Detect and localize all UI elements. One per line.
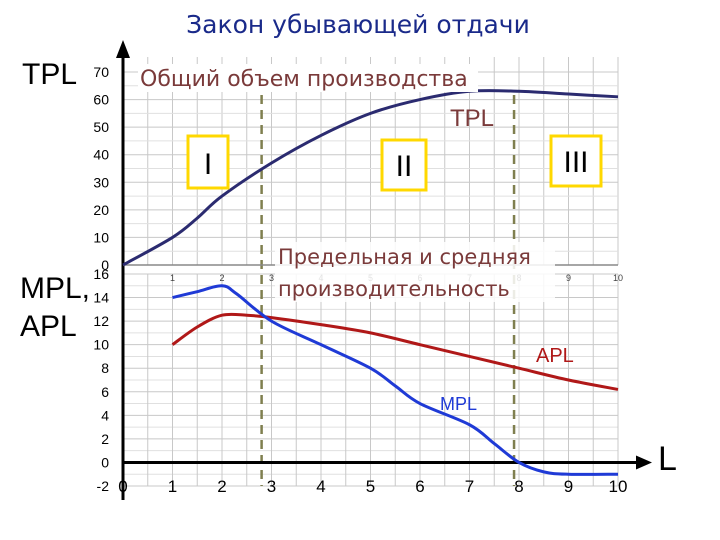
tp-y-tick-label: 30 xyxy=(93,174,109,190)
mpap-y-tick-label: 16 xyxy=(93,266,109,282)
tp-y-tick-label: 0 xyxy=(101,257,109,273)
ap-series-label: APL xyxy=(536,345,574,367)
mpap-x-tick-label: 3 xyxy=(267,477,276,496)
mpap-y-axis-label-line1: MPL, xyxy=(20,272,90,305)
stage-label-1: I xyxy=(204,148,212,181)
mpap-x-tick-label: 4 xyxy=(316,477,325,496)
stage-box-3 xyxy=(549,134,603,188)
tp-y-tick-label: 50 xyxy=(93,119,109,135)
ap-series-line xyxy=(171,312,619,391)
mpap-x-tick-label: 7 xyxy=(465,477,474,496)
tp-y-tick-label: 40 xyxy=(93,147,109,163)
mpap-x-tick-label: 2 xyxy=(217,477,226,496)
mpap-x-tick-label: 5 xyxy=(366,477,375,496)
stage-label-3: III xyxy=(563,146,588,179)
mpap-subtitle-line1: Предельная и средняя xyxy=(278,245,531,269)
mpap-y-tick-label: 4 xyxy=(101,407,109,423)
mpap-x-tick-label: 1 xyxy=(168,477,177,496)
mpap-y-tick-label: -2 xyxy=(97,478,110,494)
mpap-y-tick-label: 10 xyxy=(93,337,109,353)
mpap-y-tick-label: 12 xyxy=(93,313,109,329)
tp-series-label: TPL xyxy=(450,105,494,132)
tp-y-tick-label: 70 xyxy=(93,64,109,80)
mpap-grid xyxy=(122,273,619,487)
tp-y-tick-label: 60 xyxy=(93,92,109,108)
mpap-x-tick-label: 10 xyxy=(609,477,628,496)
y-axis-arrow xyxy=(116,40,130,58)
mpap-y-tick-label: 2 xyxy=(101,431,109,447)
tp-subtitle-bg xyxy=(138,64,478,92)
mpap-y-tick-label: 6 xyxy=(101,384,109,400)
stage-box-2 xyxy=(380,138,428,192)
mpap-x-tick-label: 0 xyxy=(118,477,127,496)
mp-series-line xyxy=(172,284,619,476)
x-axis-arrow xyxy=(636,455,652,470)
mpap-x-tick-label: 8 xyxy=(514,477,523,496)
tp-y-axis-label: TPL xyxy=(22,58,77,91)
mpap-y-axis-label-line2: APL xyxy=(20,310,77,343)
tp-y-ticks: 0 10 20 30 40 50 60 70 xyxy=(93,64,109,273)
x-axis-label: L xyxy=(658,440,677,478)
mpap-y-ticks: -2 0 2 4 6 8 10 12 14 16 xyxy=(93,266,109,494)
tp-x-tick-label: 2 xyxy=(219,273,224,283)
tp-y-tick-label: 20 xyxy=(93,202,109,218)
mpap-x-ticks: 0 1 2 3 4 5 6 7 8 9 10 xyxy=(118,477,627,496)
tp-series-line xyxy=(122,89,619,267)
tp-x-tick-label: 1 xyxy=(170,273,175,283)
stage-label-2: II xyxy=(396,150,413,183)
mpap-subtitle-line2: производительность xyxy=(278,277,510,301)
mp-series-label: MPL xyxy=(440,394,477,414)
mpap-subtitle-bg xyxy=(275,242,555,302)
mpap-x-tick-label: 9 xyxy=(564,477,573,496)
tp-x-tick-label: 10 xyxy=(613,273,623,283)
tp-subtitle: Общий объем производства xyxy=(140,67,468,92)
tp-y-tick-label: 10 xyxy=(93,229,109,245)
mpap-y-tick-label: 0 xyxy=(101,454,109,470)
mpap-y-tick-label: 8 xyxy=(101,360,109,376)
stage-box-1 xyxy=(186,134,230,190)
tp-x-tick-label: 9 xyxy=(566,273,571,283)
tp-x-tick-label: 3 xyxy=(269,273,274,283)
mpap-y-tick-label: 14 xyxy=(93,290,109,306)
chart-title: Закон убывающей отдачи xyxy=(186,10,530,39)
mpap-x-tick-label: 6 xyxy=(415,477,424,496)
